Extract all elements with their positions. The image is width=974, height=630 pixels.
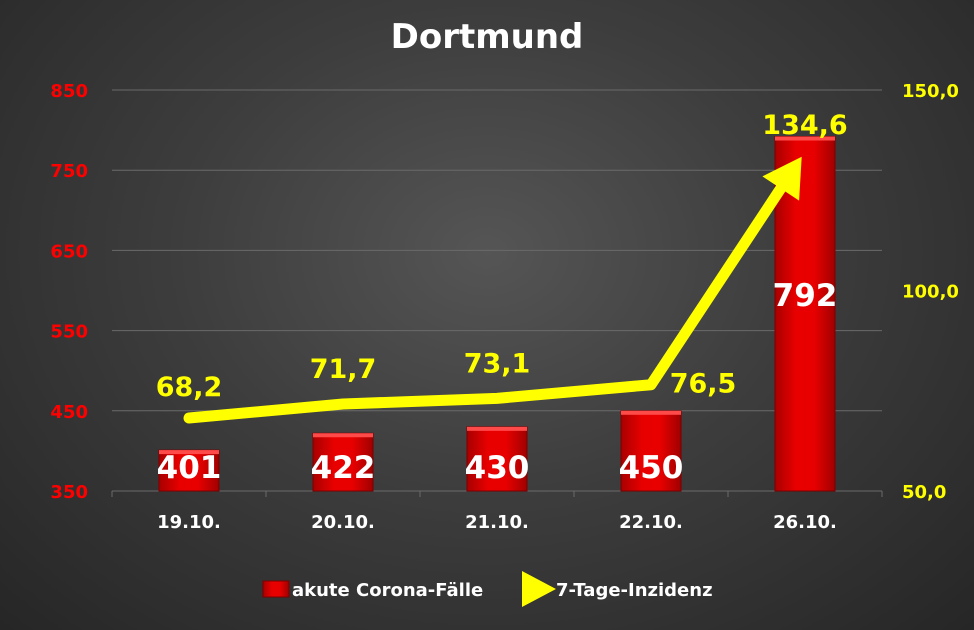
left-axis-tick-label: 550 [50, 322, 88, 343]
bar-value-label: 401 [157, 450, 222, 486]
bar-value-label: 422 [311, 450, 376, 486]
legend: akute Corona-Fälle 7-Tage-Inzidenz [262, 571, 713, 607]
x-axis-tick-label: 22.10. [619, 512, 683, 533]
line-series-arrowhead [762, 156, 802, 201]
chart-title: Dortmund [391, 17, 584, 57]
bar [466, 426, 528, 492]
bar-series [158, 136, 836, 492]
right-axis: 50,0 100,0 150,0 [902, 81, 959, 503]
legend-arrow-swatch [522, 571, 556, 607]
bar [312, 432, 374, 492]
bar [620, 410, 682, 492]
legend-bar-swatch [262, 580, 290, 598]
bar-top-highlight [313, 433, 373, 438]
legend-label: 7-Tage-Inzidenz [556, 580, 713, 601]
line-value-label: 76,5 [670, 369, 737, 400]
legend-label: akute Corona-Fälle [292, 580, 483, 601]
bar-value-label: 792 [773, 278, 838, 314]
bar [158, 449, 220, 492]
line-series [183, 156, 802, 424]
data-labels: 401 422 430 450 792 68,2 71,7 73,1 76,5 134,6 [156, 110, 848, 486]
left-axis-tick-label: 750 [50, 161, 88, 182]
bar-value-label: 430 [465, 450, 530, 486]
bar-top-highlight [159, 450, 219, 455]
bar-top-highlight [775, 136, 835, 141]
line-value-label: 134,6 [762, 110, 847, 141]
right-axis-tick-label: 50,0 [902, 482, 946, 503]
x-axis-tick-label: 26.10. [773, 512, 837, 533]
bar [774, 136, 836, 492]
left-axis-tick-label: 850 [50, 81, 88, 102]
left-axis-tick-label: 650 [50, 241, 88, 262]
left-axis-tick-label: 450 [50, 402, 88, 423]
line-value-label: 68,2 [156, 372, 223, 403]
bar-value-label: 450 [619, 450, 684, 486]
line-series-path [183, 182, 787, 424]
bar-top-highlight [467, 426, 527, 431]
x-axis: 19.10. 20.10. 21.10. 22.10. 26.10. [111, 491, 883, 533]
bar-top-highlight [621, 410, 681, 415]
left-axis: 350 450 550 650 750 850 [50, 81, 88, 503]
x-axis-tick-label: 19.10. [157, 512, 221, 533]
right-axis-tick-label: 150,0 [902, 81, 959, 102]
line-value-label: 73,1 [464, 348, 531, 379]
x-axis-tick-label: 21.10. [465, 512, 529, 533]
left-axis-tick-label: 350 [50, 482, 88, 503]
x-axis-tick-label: 20.10. [311, 512, 375, 533]
right-axis-tick-label: 100,0 [902, 282, 959, 303]
line-value-label: 71,7 [310, 354, 377, 385]
